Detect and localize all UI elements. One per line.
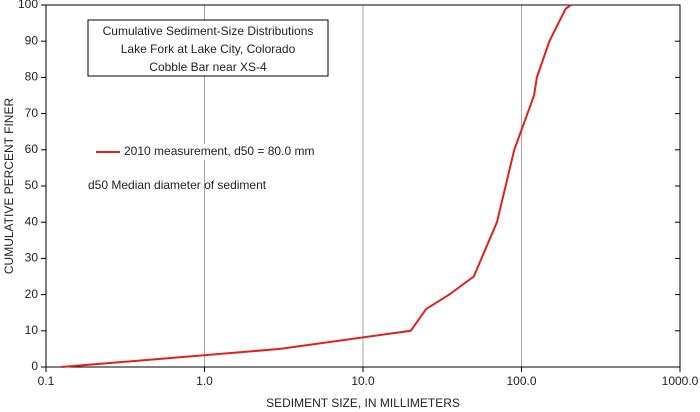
x-tick-label: 1.0 (196, 374, 213, 388)
plot-frame (45, 4, 681, 368)
annotation: d50 Median diameter of sediment (88, 178, 267, 192)
chart-title: Cobble Bar near XS-4 (149, 60, 267, 74)
legend-bg (90, 144, 330, 160)
plot-area: 0.1 1.0 10.0 100.0 1000.0 0 10 20 30 40 50 60 70 80 90… (18, 0, 699, 388)
y-tick-label: 10 (25, 323, 39, 337)
y-tick-label: 50 (25, 178, 39, 192)
x-axis-label: SEDIMENT SIZE, IN MILLIMETERS (266, 396, 460, 410)
data-line (61, 4, 572, 368)
x-tick-label: 0.1 (38, 374, 55, 388)
y-tick-label: 80 (25, 70, 39, 84)
chart-title: Cumulative Sediment-Size Distributions (103, 24, 314, 38)
y-tick-label: 60 (25, 142, 39, 156)
y-tick-label: 30 (25, 251, 39, 265)
y-axis-label: CUMULATIVE PERCENT FINER (2, 98, 16, 275)
y-tick-label: 90 (25, 33, 39, 47)
legend-label: 2010 measurement, d50 = 80.0 mm (124, 144, 314, 158)
y-tick-label: 0 (31, 359, 38, 373)
chart-title: Lake Fork at Lake City, Colorado (121, 42, 296, 56)
y-tick-label: 100 (18, 0, 38, 11)
x-tick-label: 1000.0 (662, 374, 699, 388)
title-box (87, 19, 329, 77)
y-tick-label: 20 (25, 287, 39, 301)
x-tick-label: 100.0 (506, 374, 536, 388)
y-tick-label: 70 (25, 106, 39, 120)
y-tick-label: 40 (25, 214, 39, 228)
x-tick-label: 10.0 (351, 374, 375, 388)
